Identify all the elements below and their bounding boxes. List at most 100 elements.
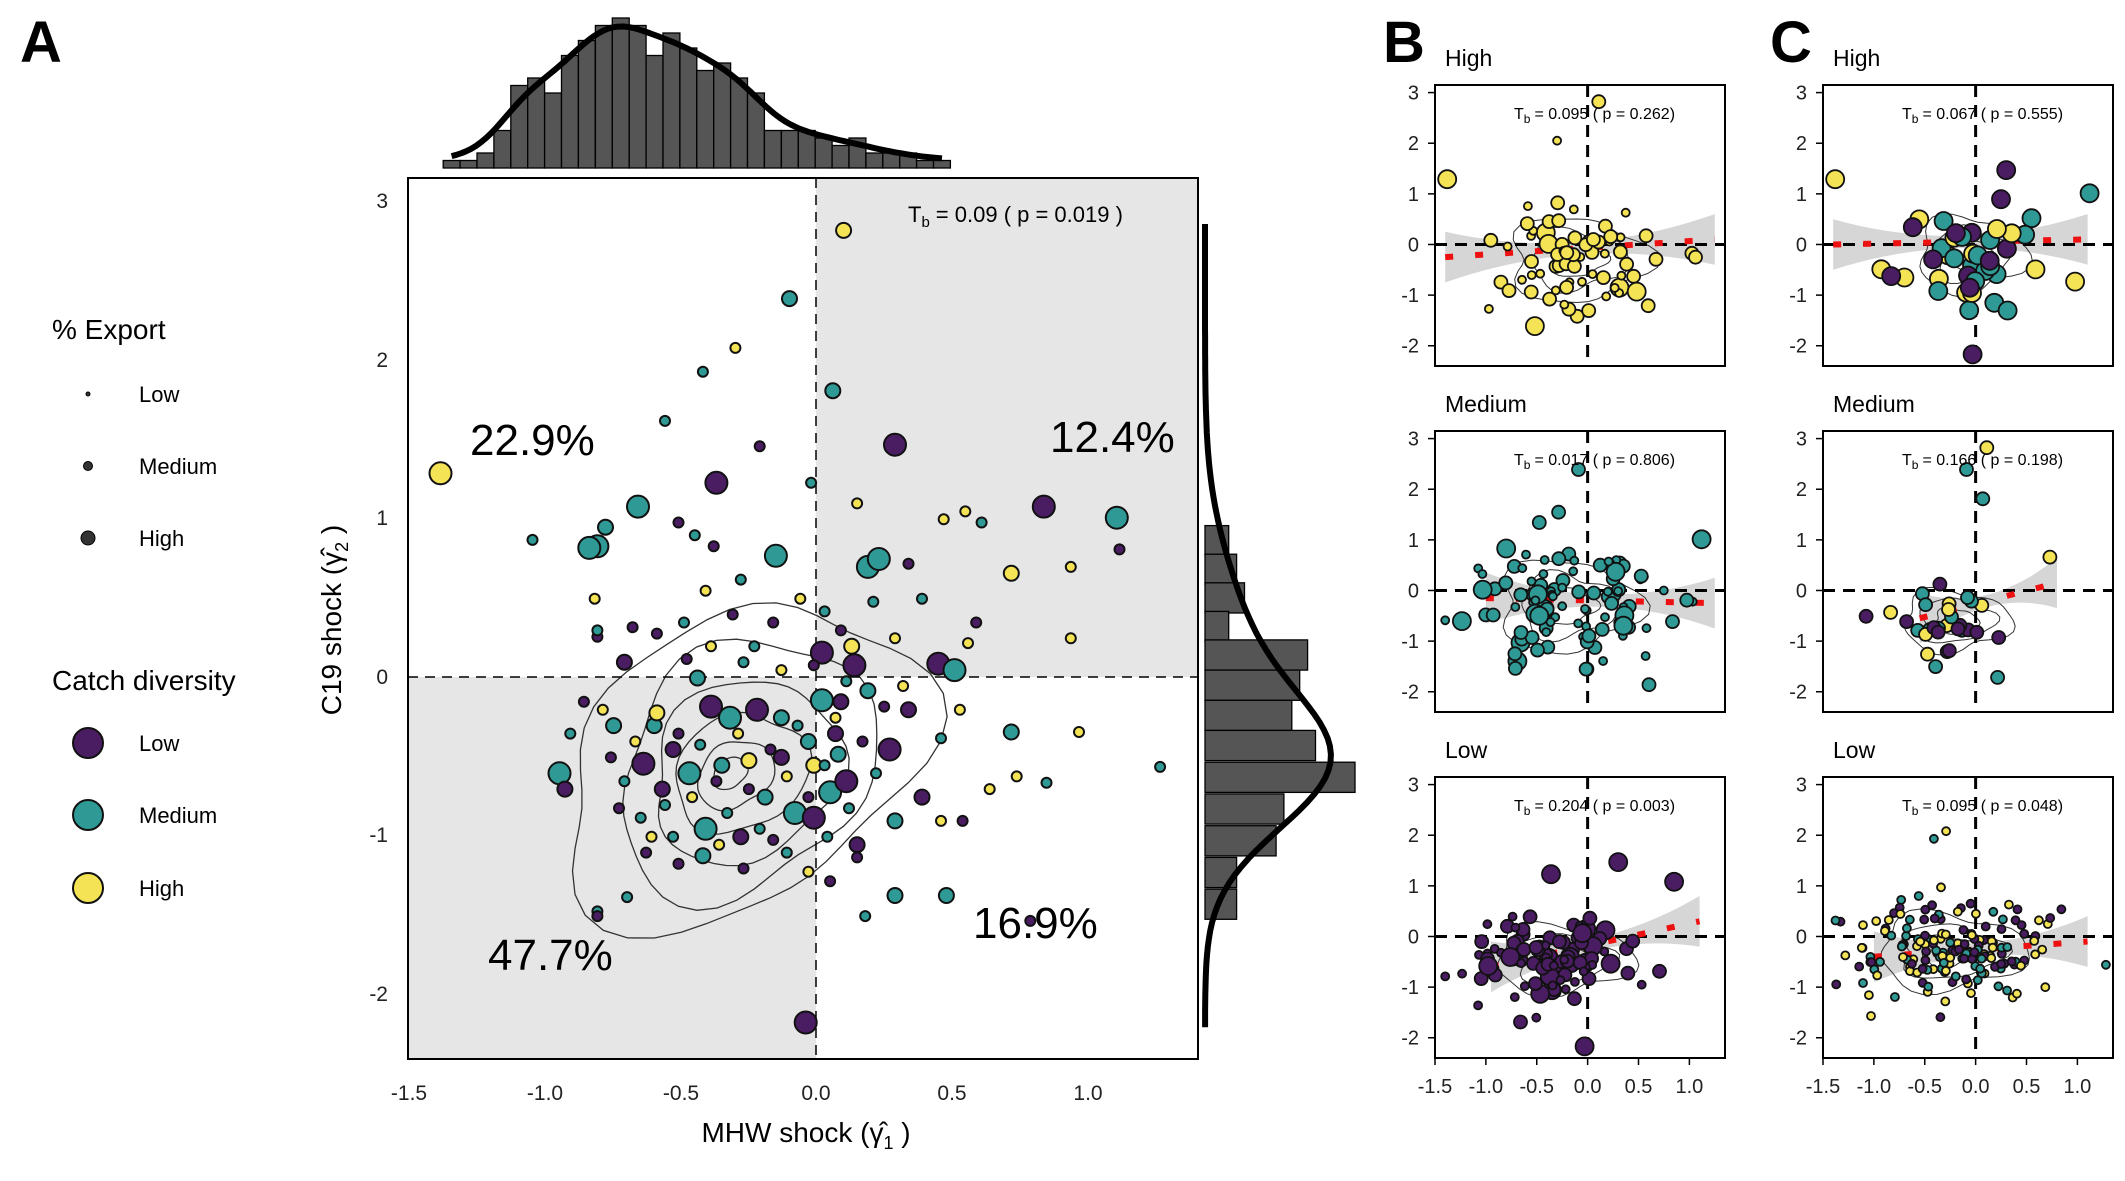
- stat-subscript: b: [1912, 458, 1919, 472]
- y-tick-label: 0: [376, 666, 388, 689]
- data-point: [801, 805, 826, 830]
- data-point: [613, 802, 625, 815]
- data-point: [821, 830, 834, 843]
- data-point: [1550, 195, 1566, 211]
- data-point: [2019, 929, 2030, 939]
- data-point: [877, 737, 902, 762]
- data-point: [577, 695, 590, 708]
- data-point: [1626, 268, 1641, 284]
- legend-diversity-label-high: High: [139, 876, 184, 901]
- y-tick-label: 3: [1408, 429, 1419, 451]
- y-tick-label: 0: [1796, 580, 1807, 602]
- data-point: [878, 700, 891, 713]
- data-point: [1508, 661, 1523, 676]
- data-point: [1517, 274, 1527, 285]
- data-point: [818, 780, 843, 805]
- data-point: [1521, 549, 1531, 560]
- data-point: [640, 846, 653, 859]
- facet-frame: [1822, 430, 2114, 713]
- data-point: [1031, 494, 1056, 519]
- data-point: [1965, 898, 1976, 909]
- data-point: [1581, 628, 1597, 644]
- data-point: [1528, 976, 1543, 991]
- facet-frame: [1434, 776, 1726, 1059]
- data-point: [1648, 251, 1664, 267]
- data-point: [1609, 282, 1620, 293]
- x-tick-label: 1.0: [2063, 1076, 2091, 1098]
- data-point: [1633, 568, 1649, 584]
- density-contour: [712, 756, 749, 791]
- histogram-bar: [729, 77, 749, 169]
- data-point: [1880, 926, 1890, 936]
- panel-label-c: C: [1770, 10, 1812, 75]
- data-point: [2016, 920, 2027, 930]
- data-point: [1854, 961, 1865, 972]
- y-tick-label: -1: [1789, 285, 1807, 307]
- x-tick-label: -0.5: [663, 1082, 699, 1105]
- data-point: [742, 783, 755, 796]
- data-point: [953, 703, 966, 716]
- data-point: [650, 627, 663, 640]
- data-point: [1573, 618, 1584, 629]
- data-point: [564, 727, 577, 740]
- data-point: [1002, 723, 1020, 741]
- data-point: [1997, 300, 2018, 321]
- data-point: [2042, 549, 2058, 565]
- data-point: [1529, 605, 1550, 626]
- x-tick-label: 0.5: [937, 1082, 966, 1105]
- data-point: [1935, 1012, 1946, 1023]
- data-point: [1936, 882, 1946, 893]
- x-axis-subscript: 1: [883, 1133, 893, 1153]
- data-point: [1930, 624, 1946, 640]
- stat-symbol: T: [1514, 798, 1524, 815]
- data-point: [1485, 607, 1501, 623]
- data-point: [1484, 303, 1494, 314]
- histogram-bar: [662, 32, 681, 169]
- kendall-tau-annotation: Tb = 0.204 ( p = 0.003): [1514, 798, 1675, 818]
- data-point: [634, 811, 647, 824]
- data-point: [1613, 586, 1623, 596]
- data-point: [621, 891, 634, 904]
- data-point: [851, 497, 864, 510]
- data-point: [1915, 936, 1926, 947]
- data-point: [1568, 204, 1579, 215]
- stat-symbol: T: [1902, 798, 1912, 815]
- data-point: [772, 748, 790, 766]
- data-point: [1966, 988, 1976, 998]
- facet-frame: [1822, 776, 2114, 1059]
- data-point: [843, 802, 855, 815]
- y-tick-label: 0: [1408, 580, 1419, 602]
- x-tick-label: 1.0: [1073, 1082, 1102, 1105]
- data-point: [1040, 776, 1053, 789]
- legend-export-label-high: High: [139, 526, 184, 551]
- data-point: [1613, 615, 1634, 636]
- kendall-tau-annotation: Tb = 0.017 ( p = 0.806): [1514, 452, 1675, 472]
- facet-title: Low: [1833, 737, 1876, 763]
- data-point: [1952, 906, 1963, 917]
- histogram-bar: [932, 159, 952, 169]
- facet-c-high: High Tb = 0.067 ( p = 0.555) -2 -1 0 1 2 3: [1789, 45, 2114, 367]
- data-point: [2016, 960, 2026, 971]
- data-point: [1519, 981, 1530, 992]
- data-point: [1941, 826, 1951, 837]
- data-point: [866, 547, 891, 571]
- y-tick-label: -1: [1789, 631, 1807, 653]
- confidence-band: [1919, 557, 2057, 644]
- data-point: [772, 709, 790, 727]
- stat-symbol: T: [1902, 106, 1912, 123]
- y-tick-label: -2: [1789, 682, 1807, 704]
- plot-frame: [407, 177, 1199, 1060]
- data-point: [1927, 900, 1937, 911]
- data-point: [1962, 344, 1983, 365]
- data-point: [848, 836, 866, 854]
- y-tick-label: 0: [1408, 234, 1419, 256]
- y-tick-label: -1: [1401, 285, 1419, 307]
- data-point: [2010, 915, 2021, 926]
- data-point: [2021, 208, 2042, 229]
- data-point: [809, 640, 834, 665]
- y-tick-label: 1: [1796, 184, 1807, 206]
- x-tick-label: -1.5: [1806, 1076, 1840, 1098]
- data-point: [763, 543, 788, 568]
- data-point: [1636, 979, 1647, 990]
- data-point: [704, 470, 729, 495]
